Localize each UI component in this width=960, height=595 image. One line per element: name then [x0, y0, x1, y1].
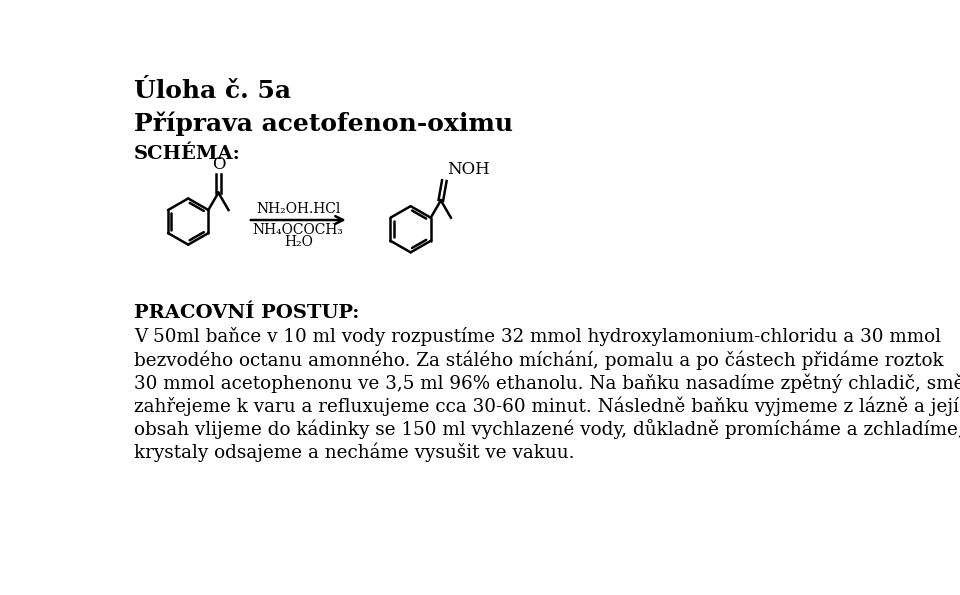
Text: zahřejeme k varu a refluxujeme cca 30-60 minut. Následně baňku vyjmeme z lázně a: zahřejeme k varu a refluxujeme cca 30-60… — [134, 396, 959, 416]
Text: obsah vlijeme do kádinky se 150 ml vychlazené vody, důkladně promícháme a zchlad: obsah vlijeme do kádinky se 150 ml vychl… — [134, 419, 960, 439]
Text: PRACOVNÍ POSTUP:: PRACOVNÍ POSTUP: — [134, 304, 359, 322]
Text: V 50ml baňce v 10 ml vody rozpustíme 32 mmol hydroxylamonium-chloridu a 30 mmol: V 50ml baňce v 10 ml vody rozpustíme 32 … — [134, 327, 941, 346]
Text: O: O — [211, 156, 226, 173]
Text: NH₄OCOCH₃: NH₄OCOCH₃ — [252, 223, 344, 237]
Text: SCHÉMA:: SCHÉMA: — [134, 145, 241, 162]
Text: NH₂OH.HCl: NH₂OH.HCl — [256, 202, 341, 216]
Text: bezvodého octanu amonného. Za stálého míchání, pomalu a po částech přidáme rozto: bezvodého octanu amonného. Za stálého mí… — [134, 350, 944, 369]
Text: krystaly odsajeme a necháme vysušit ve vakuu.: krystaly odsajeme a necháme vysušit ve v… — [134, 443, 574, 462]
Text: NOH: NOH — [447, 161, 491, 177]
Text: 30 mmol acetophenonu ve 3,5 ml 96% ethanolu. Na baňku nasadíme zpětný chladič, s: 30 mmol acetophenonu ve 3,5 ml 96% ethan… — [134, 373, 960, 393]
Text: H₂O: H₂O — [284, 236, 313, 249]
Text: Úloha č. 5a: Úloha č. 5a — [134, 79, 291, 103]
Text: Příprava acetofenon-oximu: Příprava acetofenon-oximu — [134, 111, 513, 136]
